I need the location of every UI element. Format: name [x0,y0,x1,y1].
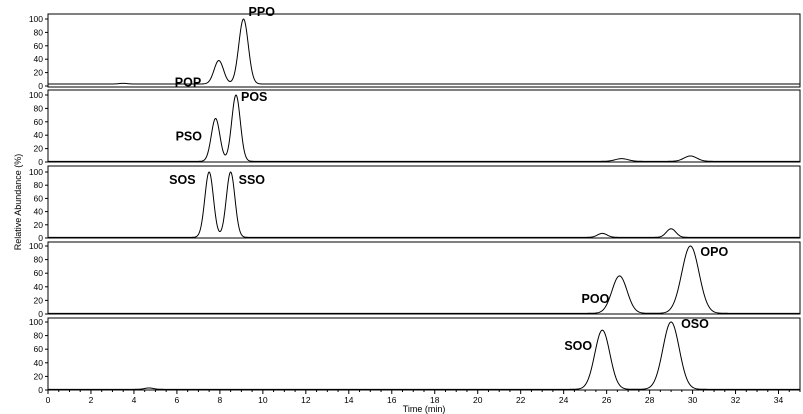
x-tick-label: 26 [602,395,612,405]
peak-label-sso: SSO [239,173,266,187]
x-tick-label: 32 [731,395,741,405]
peak-label-pso: PSO [176,129,203,143]
peak-label-pos: POS [241,90,267,104]
x-tick-label: 12 [301,395,311,405]
y-tick-label: 80 [34,180,44,190]
y-tick-label: 0 [38,309,43,319]
peak-label-ppo: PPO [249,5,276,19]
x-axis-title: Time (min) [403,404,446,414]
y-tick-label: 60 [34,268,44,278]
y-tick-label: 100 [29,90,43,100]
x-tick-label: 6 [175,395,180,405]
y-tick-label: 40 [34,358,44,368]
peak-label-pop: POP [175,76,201,90]
y-tick-label: 40 [34,130,44,140]
y-tick-label: 100 [29,167,43,177]
y-tick-label: 100 [29,317,43,327]
y-tick-label: 20 [34,371,44,381]
chromatogram-panel-1: 0 20 40 60 80 100 POP PPO [29,5,801,91]
x-tick-label: 8 [218,395,223,405]
y-tick-label: 60 [34,344,44,354]
x-tick-label: 16 [387,395,397,405]
y-tick-label: 20 [34,295,44,305]
y-tick-label: 0 [38,81,43,91]
y-tick-label: 80 [34,255,44,265]
chromatogram-trace [48,94,800,162]
x-tick-label: 28 [645,395,655,405]
chromatogram-panel-4: 0 20 40 60 80 100 POO OPO [29,241,801,319]
panel-frame [47,241,801,315]
x-tick-label: 20 [473,395,483,405]
peak-label-soo: SOO [564,339,592,353]
peak-label-opo: OPO [700,245,728,259]
y-tick-label: 40 [34,207,44,217]
x-tick-label: 22 [516,395,526,405]
chromatogram-panel-3: 0 20 40 60 80 100 SOS SSO [29,165,801,243]
y-tick-label: 0 [38,157,43,167]
x-axis: 0 2 4 6 8 10 12 14 16 18 20 22 24 26 28 30 32 34 [46,390,801,405]
panel-frame [47,165,801,239]
x-tick-label: 2 [89,395,94,405]
y-tick-label: 0 [38,385,43,395]
y-tick-label: 100 [29,241,43,251]
x-tick-label: 24 [559,395,569,405]
y-axis-title: Relative Abundance (%) [13,154,23,251]
x-tick-label: 10 [258,395,268,405]
chromatogram-trace [48,18,800,85]
y-tick-label: 40 [34,54,44,64]
panel-frame [47,13,801,88]
y-tick-label: 100 [29,14,43,24]
y-tick-label: 80 [34,27,44,37]
y-tick-label: 60 [34,41,44,51]
x-tick-label: 34 [774,395,784,405]
y-tick-label: 20 [34,220,44,230]
y-tick-label: 80 [34,103,44,113]
y-tick-label: 60 [34,193,44,203]
y-tick-label: 60 [34,117,44,127]
peak-label-sos: SOS [169,173,195,187]
x-tick-label: 30 [688,395,698,405]
x-tick-label: 18 [430,395,440,405]
chromatogram-panel-2: 0 20 40 60 80 100 PSO POS [29,89,801,167]
peak-label-oso: OSO [681,317,709,331]
panel-frame [47,89,801,163]
y-tick-label: 0 [38,233,43,243]
x-tick-label: 14 [344,395,354,405]
chromatogram-trace [48,171,800,238]
y-tick-label: 20 [34,144,44,154]
x-tick-label: 0 [46,395,51,405]
y-tick-label: 40 [34,282,44,292]
peak-label-poo: POO [582,292,610,306]
chromatogram-trace [48,245,800,314]
y-tick-label: 20 [34,68,44,78]
chromatogram-panel-5: 0 20 40 60 80 100 SOO OSO [29,317,801,395]
chromatogram-trace [48,321,800,390]
y-tick-label: 80 [34,331,44,341]
x-tick-label: 4 [132,395,137,405]
